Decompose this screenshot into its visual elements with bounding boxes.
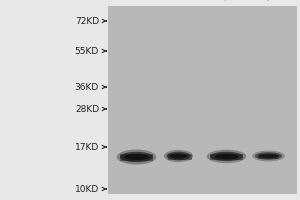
Bar [210, 154, 243, 160]
Text: 80ng: 80ng [132, 0, 154, 2]
Ellipse shape [207, 150, 246, 163]
Text: 36KD: 36KD [75, 83, 99, 92]
Ellipse shape [214, 154, 239, 159]
Ellipse shape [259, 154, 278, 158]
Text: 20ng: 20ng [220, 0, 243, 2]
Text: 28KD: 28KD [75, 104, 99, 114]
Ellipse shape [252, 151, 285, 161]
Text: 17KD: 17KD [75, 142, 99, 152]
Bar [120, 154, 153, 161]
Ellipse shape [255, 152, 282, 160]
Text: 10KD: 10KD [75, 184, 99, 194]
Ellipse shape [117, 149, 156, 165]
Ellipse shape [210, 152, 243, 161]
Text: 55KD: 55KD [75, 46, 99, 55]
Ellipse shape [164, 150, 193, 162]
Bar [108, 6, 297, 194]
Bar [258, 154, 279, 159]
Ellipse shape [124, 154, 148, 160]
Text: 10ng: 10ng [262, 0, 285, 2]
Text: 72KD: 72KD [75, 17, 99, 25]
Ellipse shape [169, 153, 188, 159]
Text: 40ng: 40ng [171, 0, 193, 2]
Ellipse shape [167, 152, 191, 160]
Ellipse shape [120, 152, 153, 162]
Bar [168, 154, 192, 160]
